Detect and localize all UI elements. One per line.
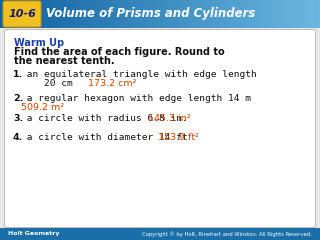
- FancyBboxPatch shape: [3, 1, 41, 27]
- Text: 509.2 m²: 509.2 m²: [21, 103, 64, 112]
- Bar: [0, 228, 320, 240]
- Text: Warm Up: Warm Up: [14, 38, 64, 48]
- Text: 2.: 2.: [13, 94, 23, 103]
- Text: Volume of Prisms and Cylinders: Volume of Prisms and Cylinders: [46, 7, 255, 20]
- Text: 173.2 cm²: 173.2 cm²: [88, 79, 137, 88]
- Text: Find the area of each figure. Round to: Find the area of each figure. Round to: [14, 47, 225, 57]
- Text: 20 cm: 20 cm: [21, 79, 78, 88]
- Text: an equilateral triangle with edge length: an equilateral triangle with edge length: [21, 70, 257, 79]
- Text: 3.: 3.: [13, 114, 23, 123]
- Text: the nearest tenth.: the nearest tenth.: [14, 56, 115, 66]
- Text: 10-6: 10-6: [8, 9, 36, 19]
- Text: a regular hexagon with edge length 14 m: a regular hexagon with edge length 14 m: [21, 94, 251, 103]
- FancyBboxPatch shape: [4, 30, 316, 228]
- Text: 4.: 4.: [13, 133, 23, 142]
- Text: 1.: 1.: [13, 70, 23, 79]
- Text: Copyright © by Holt, Rinehart and Winston. All Rights Reserved.: Copyright © by Holt, Rinehart and Winsto…: [142, 231, 312, 237]
- Text: a circle with radius 6.8 in.: a circle with radius 6.8 in.: [21, 114, 188, 123]
- Text: Holt Geometry: Holt Geometry: [8, 232, 60, 236]
- Text: 145.3 in²: 145.3 in²: [148, 114, 191, 123]
- Text: 153.9 ft²: 153.9 ft²: [158, 133, 199, 142]
- Text: a circle with diameter 14 ft: a circle with diameter 14 ft: [21, 133, 188, 142]
